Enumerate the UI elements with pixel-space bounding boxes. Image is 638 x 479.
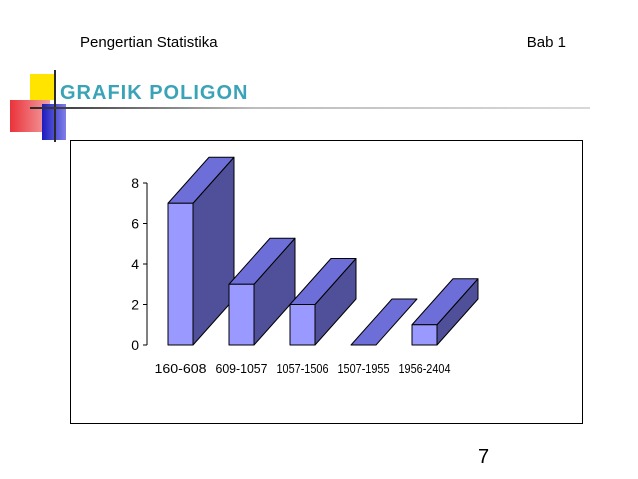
x-tick-label: 609-1057 bbox=[216, 361, 268, 376]
decor-yellow-square bbox=[30, 74, 54, 100]
y-tick-label: 0 bbox=[131, 337, 139, 353]
bar-front bbox=[167, 202, 194, 346]
y-tick-label: 4 bbox=[131, 256, 139, 272]
bar-front bbox=[289, 304, 316, 346]
page-number: 7 bbox=[478, 446, 490, 468]
slide-title: GRAFIK POLIGON bbox=[60, 82, 249, 104]
decor-vertical-line bbox=[54, 70, 56, 142]
bar-front bbox=[228, 283, 255, 346]
chart-frame: 0 2 4 6 8 160-608 609-1057 1057-1506 1507-1955 19… bbox=[70, 140, 583, 424]
y-tick-label: 8 bbox=[131, 175, 139, 191]
bar-front bbox=[411, 324, 438, 346]
x-tick-label: 1956-2404 bbox=[399, 361, 451, 376]
header-subject: Pengertian Statistika bbox=[80, 34, 218, 51]
x-tick-label: 1057-1506 bbox=[277, 361, 329, 376]
y-tick-label: 6 bbox=[131, 216, 139, 232]
header-chapter: Bab 1 bbox=[526, 34, 566, 51]
decor-horizontal-line bbox=[30, 107, 590, 109]
x-tick-label: 1507-1955 bbox=[338, 361, 390, 376]
x-tick-label: 160-608 bbox=[155, 361, 207, 376]
y-tick-label: 2 bbox=[131, 297, 139, 313]
bar-top bbox=[350, 298, 418, 346]
bar-chart: 0 2 4 6 8 160-608 609-1057 1057-1506 1507-1955 19… bbox=[131, 156, 479, 376]
